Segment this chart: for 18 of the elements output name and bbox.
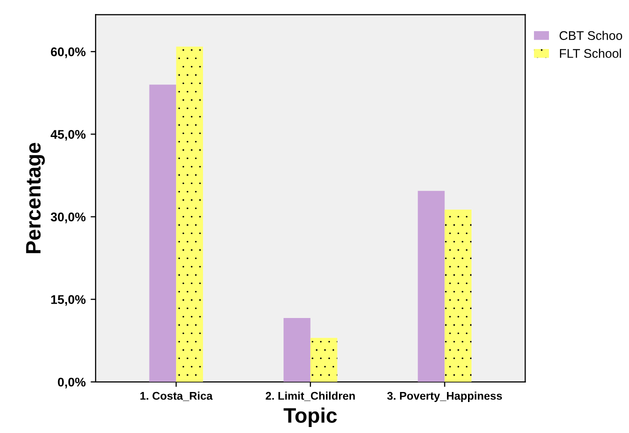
y-tick-label: 0,0% — [58, 378, 86, 388]
y-axis-title: Percentage — [26, 142, 45, 254]
legend-label: FLT School — [560, 48, 621, 58]
bar — [284, 318, 310, 382]
y-tick-label: 15,0% — [51, 295, 86, 306]
y-tick-label: 45,0% — [50, 130, 86, 141]
x-tick-label: 3. Poverty_Happiness — [387, 392, 502, 402]
y-tick-label: 30,0% — [50, 212, 86, 224]
bar — [418, 190, 445, 382]
bar — [149, 84, 176, 382]
bar — [310, 338, 338, 382]
bar — [176, 46, 204, 382]
y-tick-label: 60,0% — [50, 47, 86, 58]
x-tick-label: 2. Limit_Children — [266, 392, 355, 402]
x-tick-label: 1. Costa_Rica — [140, 392, 213, 402]
bar — [444, 210, 472, 382]
x-axis-title: Topic — [284, 408, 337, 427]
legend-label: CBT Schoo — [560, 30, 622, 40]
